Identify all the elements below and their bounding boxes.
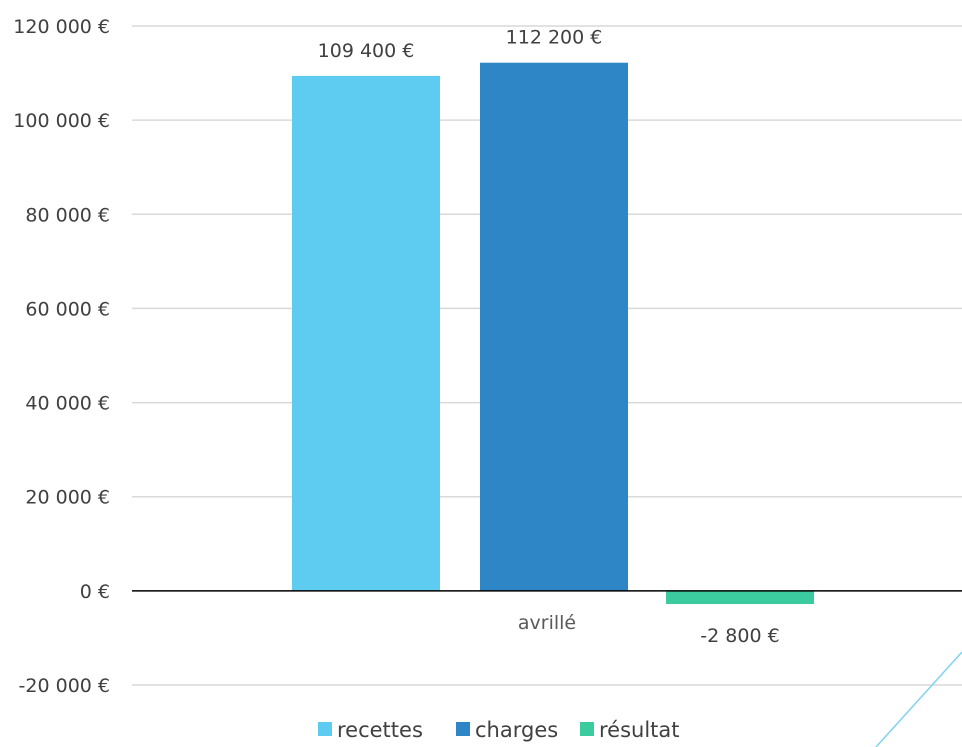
data-labels: 109 400 € 112 200 € -2 800 € (318, 27, 780, 647)
y-tick-label: 40 000 € (25, 393, 110, 415)
bar-charges (480, 62, 628, 591)
legend-swatch-résultat (580, 722, 594, 736)
bar-recettes (292, 75, 440, 591)
data-label-résultat: -2 800 € (700, 625, 779, 647)
bars (292, 62, 814, 605)
legend-swatch-recettes (318, 722, 332, 736)
legend-label-charges: charges (475, 718, 558, 742)
decorative-diagonal-line (875, 651, 962, 747)
bar-résultat (666, 590, 814, 605)
y-tick-label: 60 000 € (25, 298, 110, 320)
legend-label-recettes: recettes (337, 718, 423, 742)
data-label-charges: 112 200 € (506, 27, 603, 49)
legend-swatch-charges (456, 722, 470, 736)
y-tick-label: 20 000 € (25, 487, 110, 509)
y-tick-label: 100 000 € (13, 110, 110, 132)
y-tick-label: 0 € (80, 581, 110, 603)
category-label: avrillé (518, 612, 576, 634)
y-axis-tick-labels: 120 000 € 100 000 € 80 000 € 60 000 € 40 000… (13, 16, 110, 697)
legend-label-résultat: résultat (599, 718, 680, 742)
data-label-recettes: 109 400 € (318, 40, 415, 62)
legend: recettes charges résultat (318, 718, 680, 742)
y-tick-label: 80 000 € (25, 204, 110, 226)
y-tick-label: 120 000 € (13, 16, 110, 38)
y-tick-label: -20 000 € (19, 675, 110, 697)
